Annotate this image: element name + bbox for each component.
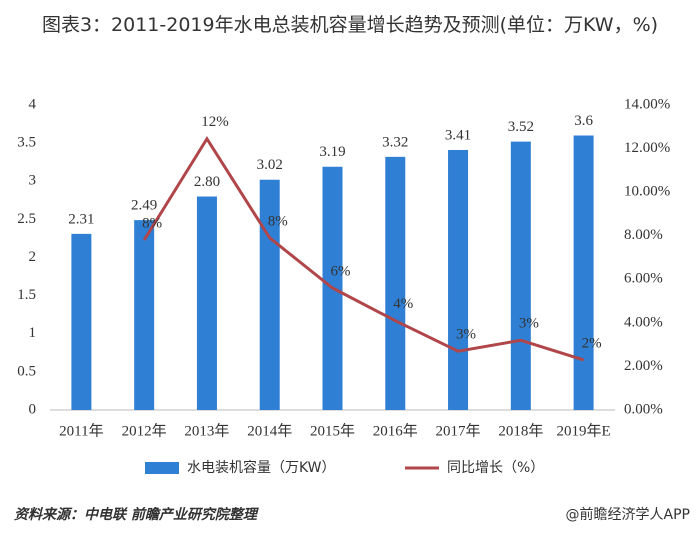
bar-label: 3.6 (574, 113, 593, 129)
line-label: 12% (201, 114, 229, 130)
y2-tick-label: 0.00% (624, 401, 663, 417)
legend-label: 同比增长（%） (447, 460, 544, 476)
bar (385, 156, 406, 410)
y-tick-label: 2 (29, 249, 37, 265)
bar (196, 196, 217, 410)
bar (134, 220, 155, 410)
bar-label: 3.41 (445, 127, 471, 143)
line-label: 2% (582, 335, 602, 351)
bar-label: 3.19 (319, 144, 345, 160)
line-label: 8% (268, 213, 288, 229)
x-tick-label: 2017年 (436, 422, 481, 439)
line-label: 8% (142, 216, 162, 232)
bar (510, 141, 531, 410)
x-tick-label: 2019年E (557, 422, 611, 439)
bar-label: 3.02 (257, 157, 283, 173)
legend-swatch (145, 462, 179, 474)
x-tick-label: 2013年 (184, 422, 229, 439)
x-tick-label: 2012年 (122, 422, 167, 439)
y2-tick-label: 12.00% (624, 140, 670, 156)
bar (259, 179, 280, 410)
bar-label: 2.31 (68, 211, 94, 227)
x-tick-label: 2016年 (373, 422, 418, 439)
source: 资料来源：中电联 前瞻产业研究院整理 (14, 506, 259, 523)
bar (71, 233, 92, 410)
y2-tick-label: 2.00% (624, 358, 663, 374)
x-tick-label: 2011年 (59, 422, 103, 439)
y-tick-label: 0 (29, 401, 37, 417)
y-tick-label: 3.5 (17, 135, 36, 151)
y2-tick-label: 4.00% (624, 314, 663, 330)
y2-tick-label: 10.00% (624, 184, 670, 200)
bar-label: 2.49 (131, 198, 157, 214)
line-label: 4% (393, 296, 413, 312)
y-tick-label: 2.5 (17, 211, 36, 227)
y-tick-label: 4 (29, 96, 37, 112)
bar (448, 149, 469, 411)
line-label: 6% (331, 263, 351, 279)
y-tick-label: 1 (29, 325, 37, 341)
bar-label: 3.52 (508, 119, 534, 135)
y2-tick-label: 14.00% (624, 96, 670, 112)
y2-tick-label: 6.00% (624, 271, 663, 287)
y-tick-label: 0.5 (17, 363, 36, 379)
legend-label: 水电装机容量（万KW） (187, 459, 336, 476)
x-tick-label: 2015年 (310, 422, 355, 439)
bar-label: 2.80 (194, 174, 220, 190)
x-tick-label: 2014年 (247, 422, 292, 439)
line (142, 135, 585, 362)
y-tick-label: 3 (29, 173, 37, 189)
bar-label: 3.32 (382, 134, 408, 150)
credit: @前瞻经济学人APP (566, 506, 690, 523)
x-tick-label: 2018年 (498, 422, 543, 439)
chart-title: 图表3：2011-2019年水电总装机容量增长趋势及预测(单位：万KW，%) (41, 14, 659, 36)
y2-tick-label: 8.00% (624, 227, 663, 243)
line-label: 3% (456, 327, 476, 343)
line-label: 3% (519, 316, 539, 332)
y-tick-label: 1.5 (17, 287, 36, 303)
bar (573, 135, 594, 410)
